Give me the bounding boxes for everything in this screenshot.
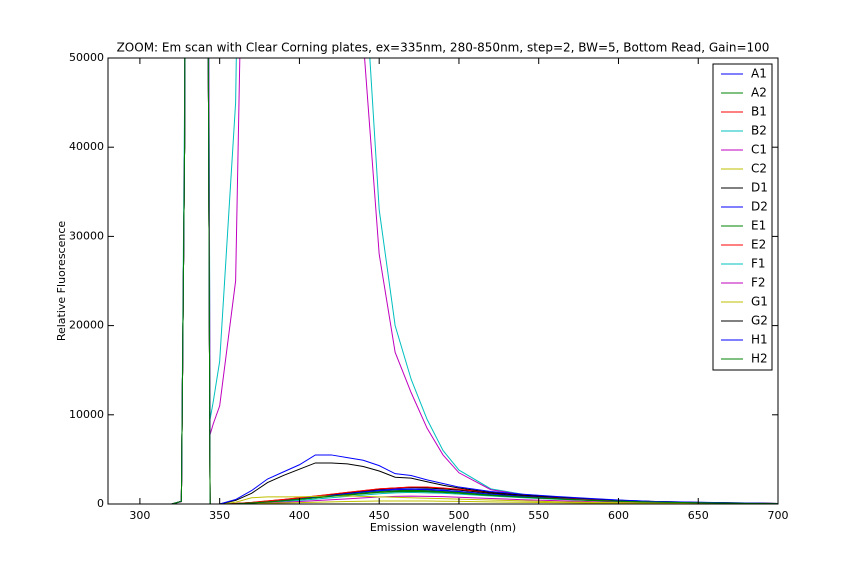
y-tick-label: 0 <box>97 497 104 510</box>
x-tick-label: 500 <box>448 509 469 522</box>
series-line <box>108 58 778 504</box>
legend-label: G1 <box>751 295 768 309</box>
x-tick-label: 300 <box>129 509 150 522</box>
legend-box <box>712 63 773 371</box>
y-tick-label: 50000 <box>69 51 104 64</box>
y-tick-label: 10000 <box>69 408 104 421</box>
series-line <box>108 58 778 504</box>
x-tick-label: 450 <box>369 509 390 522</box>
legend-label: E1 <box>751 219 766 233</box>
legend-label: E2 <box>751 238 766 252</box>
legend-label: C2 <box>751 162 767 176</box>
series-line <box>108 58 778 504</box>
legend-label: H1 <box>751 333 768 347</box>
x-tick-label: 550 <box>528 509 549 522</box>
y-axis-label: Relative Fluorescence <box>55 221 68 342</box>
legend-label: C1 <box>751 143 767 157</box>
x-tick-label: 400 <box>289 509 310 522</box>
x-tick-label: 350 <box>209 509 230 522</box>
x-tick-label: 700 <box>768 509 789 522</box>
legend-label: D2 <box>751 200 768 214</box>
legend-label: A2 <box>751 86 767 100</box>
x-axis-label: Emission wavelength (nm) <box>370 521 516 534</box>
y-tick-label: 20000 <box>69 319 104 332</box>
legend-label: G2 <box>751 314 768 328</box>
legend-label: F2 <box>751 276 766 290</box>
legend-label: F1 <box>751 257 766 271</box>
y-tick-label: 40000 <box>69 140 104 153</box>
legend-label: A1 <box>751 67 767 81</box>
chart-title: ZOOM: Em scan with Clear Corning plates,… <box>117 41 770 55</box>
legend-label: B1 <box>751 105 767 119</box>
legend-label: B2 <box>751 124 767 138</box>
legend-label: D1 <box>751 181 768 195</box>
axes-frame <box>107 57 779 505</box>
x-tick-label: 600 <box>608 509 629 522</box>
legend-label: H2 <box>751 352 768 366</box>
x-tick-label: 650 <box>688 509 709 522</box>
y-tick-label: 30000 <box>69 229 104 242</box>
